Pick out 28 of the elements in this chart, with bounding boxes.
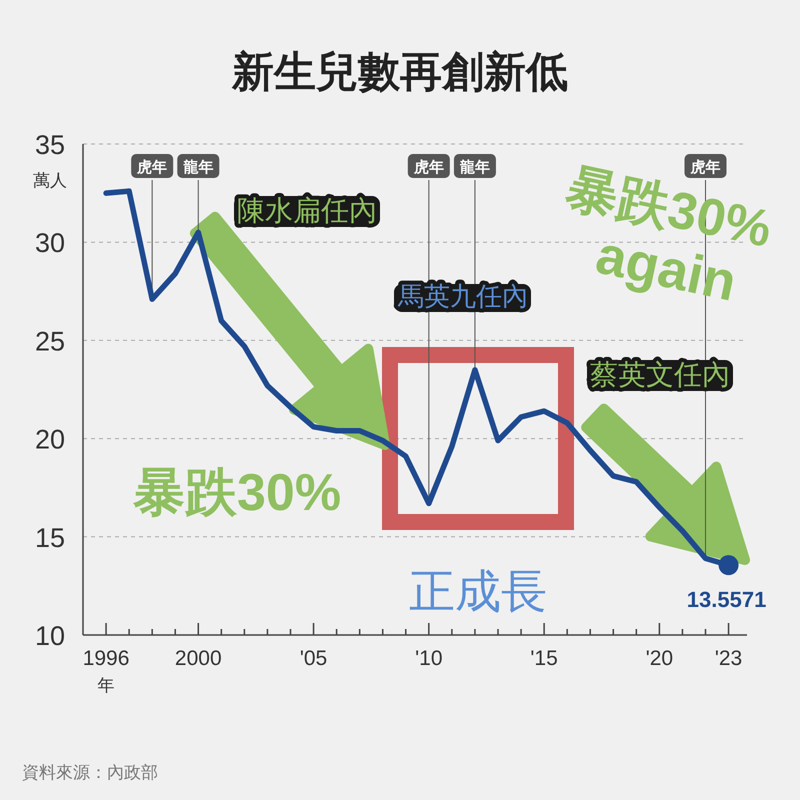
y-tick-label: 10 <box>34 621 66 651</box>
x-tick-label: '15 <box>530 647 558 670</box>
ref-line-label: 虎年 <box>690 159 720 176</box>
x-tick-label: '20 <box>646 647 674 670</box>
chart-title: 新生兒數再創新低 <box>231 48 568 95</box>
ref-line-label: 龍年 <box>458 159 490 176</box>
y-tick-label: 30 <box>34 228 66 258</box>
source-note: 資料來源：內政部 <box>22 763 158 782</box>
annotation: 蔡英文任內 <box>590 358 730 391</box>
data-label: 13.5571 <box>686 587 766 612</box>
x-tick-label: '05 <box>300 647 328 670</box>
x-tick-label: '23 <box>714 647 742 670</box>
y-axis-title: 萬人 <box>33 171 67 190</box>
x-tick-label: 2000 <box>174 647 222 670</box>
ref-line-label: 虎年 <box>412 159 444 176</box>
x-tick-label: '10 <box>415 647 443 670</box>
ref-line-label: 龍年 <box>182 159 214 176</box>
y-tick-label: 20 <box>34 424 66 455</box>
y-tick-label: 15 <box>34 522 66 553</box>
ref-line-label: 虎年 <box>136 159 168 176</box>
annotation: 暴跌30% <box>132 464 342 522</box>
annotation: 馬英九任內 <box>397 282 528 312</box>
annotation: 正成長 <box>409 564 547 618</box>
y-tick-label: 25 <box>34 326 66 356</box>
y-tick-label: 35 <box>34 130 66 160</box>
annotation: 陳水扁任內 <box>237 194 377 227</box>
x-axis-title: 年 <box>98 676 115 695</box>
x-tick-label: 1996 <box>82 647 130 670</box>
